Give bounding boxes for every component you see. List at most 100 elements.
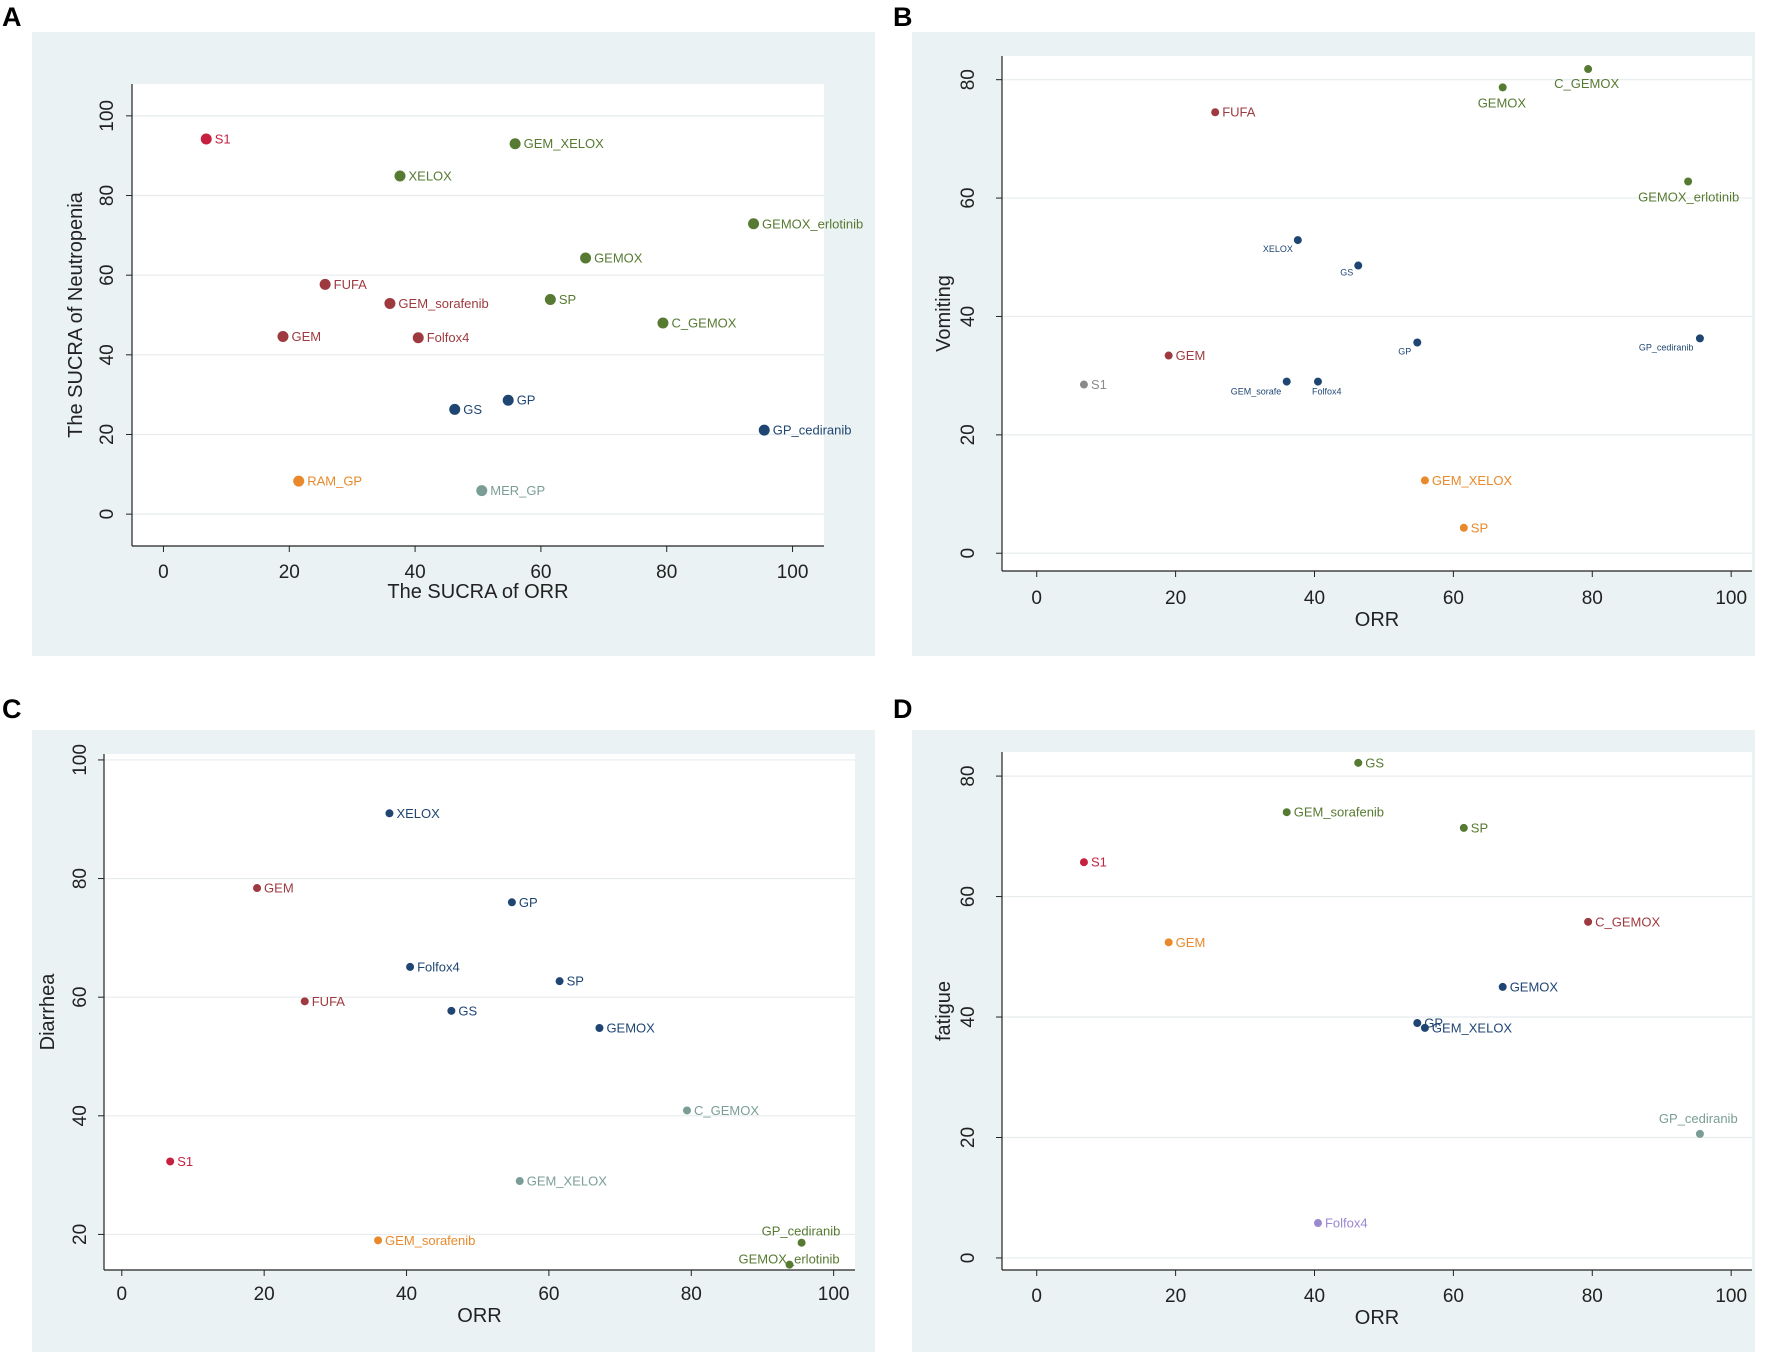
chart-b-x-tick-label: 80 — [1582, 588, 1603, 609]
chart-c-point-s1 — [166, 1157, 175, 1166]
chart-d-point-label: S1 — [1091, 855, 1107, 870]
chart-b-y-tick-label: 20 — [958, 424, 979, 445]
chart-d-point-label: GEM_sorafenib — [1294, 805, 1384, 820]
chart-b-point-label: FUFA — [1222, 105, 1256, 120]
chart-a-point-gem-xelox — [509, 138, 521, 150]
chart-c-point-gem-xelox — [515, 1177, 524, 1186]
chart-b-point-sp — [1459, 523, 1468, 532]
chart-c-point-label: FUFA — [312, 994, 346, 1009]
chart-d-y-tick-label: 0 — [958, 1253, 979, 1264]
chart-d-y-tick-label: 40 — [958, 1006, 979, 1027]
chart-c-point-label: GEM_sorafenib — [385, 1233, 475, 1248]
chart-d-point-gem-sorafenib — [1282, 808, 1291, 817]
chart-a-point-gem — [277, 331, 289, 343]
chart-b-y-axis-title: Vomiting — [933, 275, 955, 352]
chart-a-point-label: MER_GP — [490, 483, 545, 498]
chart-c-x-tick-label: 80 — [681, 1284, 702, 1305]
chart-d-point-s1 — [1079, 858, 1088, 867]
chart-b-point-gemox — [1498, 83, 1507, 92]
chart-a-point-gp — [502, 394, 514, 406]
chart-b-point-label: Folfox4 — [1312, 387, 1342, 397]
chart-a-point-label: Folfox4 — [427, 330, 470, 345]
chart-a-point-gp-cediranib — [758, 424, 770, 436]
chart-a-point-gem-sorafenib — [384, 297, 396, 309]
chart-a-point-s1 — [200, 133, 212, 145]
chart-a-plot-area — [132, 84, 824, 546]
chart-d-point-label: C_GEMOX — [1595, 914, 1660, 929]
chart-c-point-label: GEMOX — [606, 1021, 655, 1036]
chart-c-point-gs — [447, 1006, 456, 1015]
chart-d-x-tick-label: 20 — [1165, 1286, 1186, 1307]
chart-a-point-label: GEM_XELOX — [524, 136, 605, 151]
chart-c-x-tick-label: 100 — [818, 1284, 850, 1305]
chart-d-y-tick-label: 80 — [958, 766, 979, 787]
chart-c-x-axis-title: ORR — [457, 1305, 501, 1327]
chart-b-point-label: GEMOX_erlotinib — [1638, 189, 1739, 204]
chart-d-x-tick-label: 100 — [1715, 1286, 1747, 1307]
chart-c-point-c-gemox — [683, 1106, 692, 1115]
chart-a-point-label: GS — [463, 402, 482, 417]
chart-c-point-label: GP — [519, 895, 538, 910]
chart-b-x-tick-label: 40 — [1304, 588, 1325, 609]
chart-c-x-tick-label: 0 — [117, 1284, 128, 1305]
chart-c-point-label: XELOX — [396, 806, 440, 821]
chart-d-point-gp-cediranib — [1695, 1129, 1704, 1138]
chart-b-y-tick-label: 0 — [958, 548, 979, 559]
chart-b-point-label: GP — [1398, 347, 1411, 357]
chart-c-y-tick-label: 80 — [70, 868, 91, 889]
chart-c-point-label: Folfox4 — [417, 959, 460, 974]
chart-d-point-label: SP — [1471, 820, 1488, 835]
chart-b-x-tick-label: 20 — [1165, 588, 1186, 609]
chart-d-point-label: GP_cediranib — [1659, 1111, 1738, 1126]
chart-a-point-label: RAM_GP — [307, 474, 362, 489]
chart-b-point-c-gemox — [1584, 65, 1593, 74]
chart-b-point-gem-sorafe — [1282, 377, 1291, 386]
chart-d-y-tick-label: 60 — [958, 886, 979, 907]
chart-b-x-tick-label: 100 — [1715, 588, 1747, 609]
chart-b-point-gs — [1354, 261, 1363, 270]
chart-d-point-sp — [1459, 823, 1468, 832]
chart-b-point-label: S1 — [1091, 377, 1107, 392]
chart-c-point-fufa — [300, 997, 309, 1006]
chart-b-point-folfox4 — [1313, 377, 1322, 386]
chart-b-point-gp — [1413, 338, 1422, 347]
chart-b-point-label: XELOX — [1263, 244, 1293, 254]
chart-b-point-gem — [1164, 351, 1173, 360]
chart-c-point-folfox4 — [406, 962, 415, 971]
chart-c-y-axis-title: Diarrhea — [37, 973, 59, 1051]
chart-a-point-fufa — [319, 278, 331, 290]
chart-b-point-gp-cediranib — [1695, 334, 1704, 343]
chart-a-point-label: GEMOX_erlotinib — [762, 216, 863, 231]
chart-d-x-tick-label: 80 — [1582, 1286, 1603, 1307]
chart-a-x-tick-label: 0 — [158, 562, 169, 583]
chart-c-point-label: SP — [567, 974, 584, 989]
chart-d-point-gem-xelox — [1420, 1023, 1429, 1032]
chart-d-point-c-gemox — [1584, 917, 1593, 926]
chart-c-plot-area — [104, 754, 855, 1270]
chart-c-x-tick-label: 20 — [254, 1284, 275, 1305]
chart-a-y-tick-label: 20 — [97, 424, 118, 445]
chart-a-point-label: GP_cediranib — [773, 423, 852, 438]
chart-b-y-tick-label: 60 — [958, 187, 979, 208]
chart-d-point-label: GEMOX — [1510, 979, 1559, 994]
chart-d-point-label: GS — [1365, 755, 1384, 770]
chart-b-x-tick-label: 0 — [1031, 588, 1042, 609]
chart-d-x-tick-label: 0 — [1031, 1286, 1042, 1307]
chart-a-x-tick-label: 80 — [656, 562, 677, 583]
chart-d-point-label: GEM_XELOX — [1432, 1020, 1513, 1035]
chart-a-y-axis-title: The SUCRA of Neutropenia — [65, 191, 87, 438]
chart-c-point-gem-sorafenib — [374, 1236, 383, 1245]
chart-a-point-sp — [544, 293, 556, 305]
chart-b-point-gem-xelox — [1420, 476, 1429, 485]
chart-b-y-tick-label: 40 — [958, 306, 979, 327]
chart-d-x-tick-label: 40 — [1304, 1286, 1325, 1307]
chart-a-point-gs — [449, 403, 461, 415]
chart-c-y-tick-label: 20 — [70, 1224, 91, 1245]
chart-c-point-label: GEMOX_erlotinib — [739, 1252, 840, 1267]
chart-a-x-tick-label: 20 — [279, 562, 300, 583]
chart-a-point-label: GP — [517, 393, 536, 408]
chart-d-y-tick-label: 20 — [958, 1127, 979, 1148]
chart-a-x-tick-label: 40 — [405, 562, 426, 583]
chart-d-point-label: GEM — [1176, 935, 1206, 950]
chart-b-point-label: GEM — [1176, 348, 1206, 363]
